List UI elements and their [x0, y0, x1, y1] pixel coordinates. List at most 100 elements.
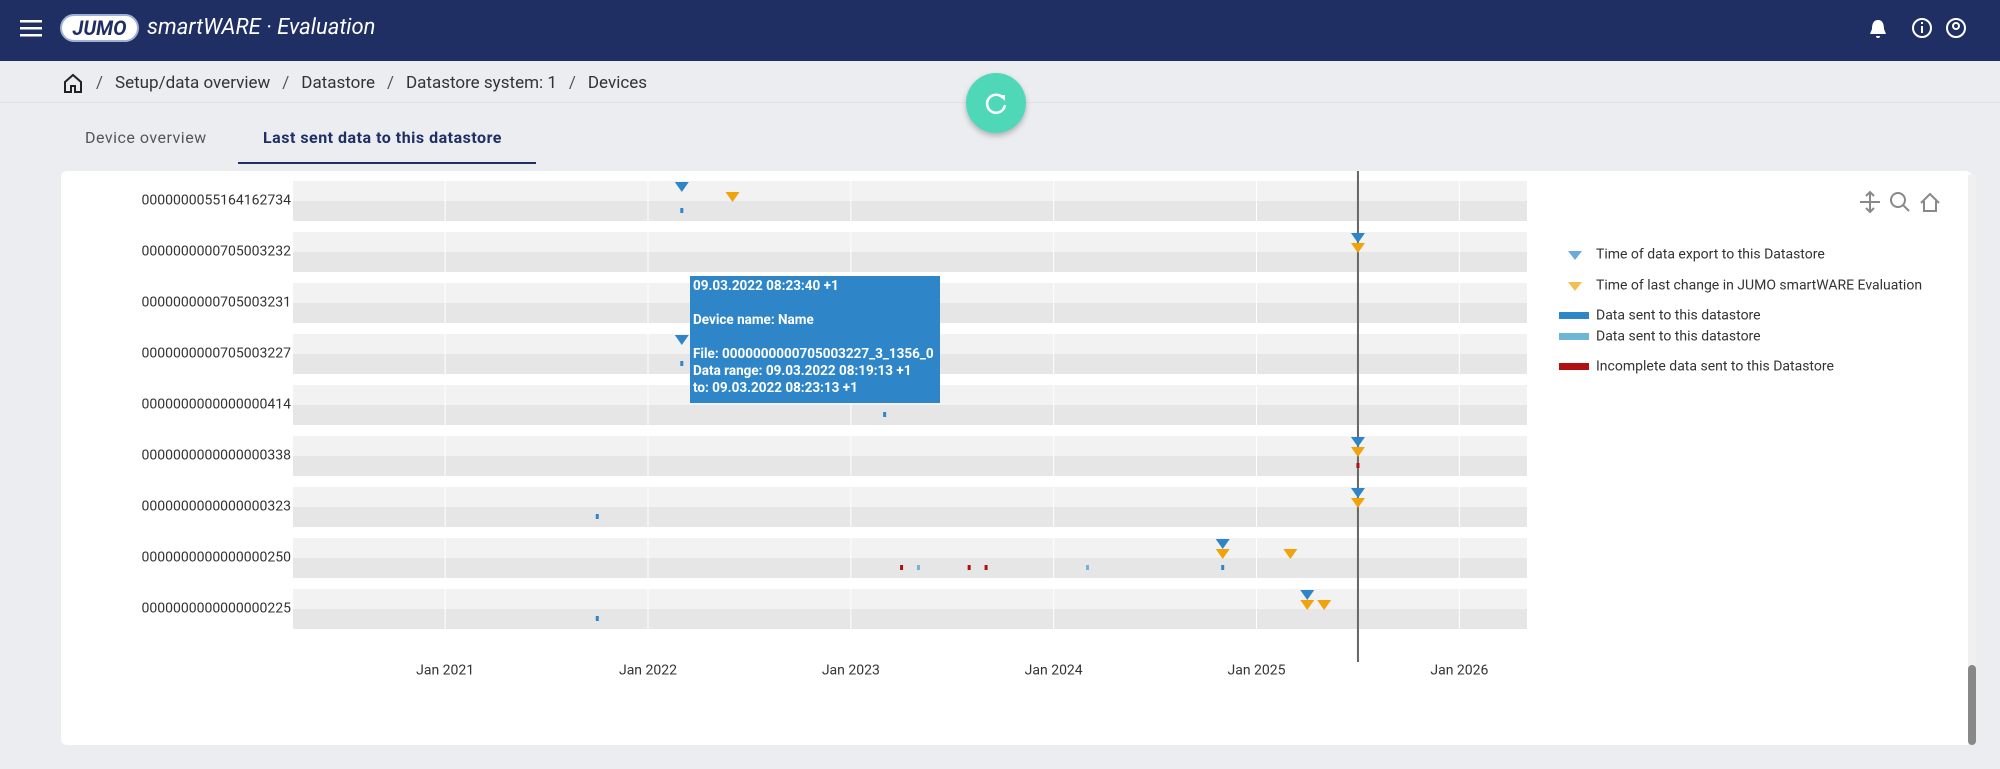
marker	[725, 192, 740, 202]
row-band	[293, 558, 1527, 578]
separator: /	[282, 73, 290, 93]
row-band	[293, 507, 1527, 527]
refresh-button[interactable]	[966, 73, 1026, 133]
row-band	[293, 589, 1527, 609]
tooltip-line: Device name: Name	[693, 312, 814, 328]
marker	[674, 335, 689, 345]
tooltip-line: to: 09.03.2022 08:23:13 +1	[693, 380, 858, 396]
row-band	[293, 252, 1527, 272]
y-tick-label: 0000000000000000338	[142, 448, 292, 464]
breadcrumb-item[interactable]: Setup/data overview	[115, 73, 271, 93]
legend-label: Data sent to this datastore	[1596, 329, 1761, 345]
y-tick-label: 0000000000000000250	[142, 550, 292, 566]
x-tick-label: Jan 2024	[1025, 663, 1083, 679]
data-segment	[984, 565, 988, 570]
row-band	[293, 609, 1527, 629]
data-segment	[916, 565, 920, 570]
legend-label: Data sent to this datastore	[1596, 308, 1761, 324]
legend-symbol	[1559, 363, 1589, 370]
y-tick-label: 0000000000705003227	[142, 346, 292, 362]
row-band	[293, 405, 1527, 425]
header-icons	[1870, 18, 1966, 38]
zoom-icon[interactable]	[1890, 192, 1906, 208]
tooltip-line: 09.03.2022 08:23:40 +1	[693, 278, 839, 294]
scrollbar[interactable]	[1968, 175, 1976, 745]
data-segment	[680, 361, 684, 366]
marker	[1300, 600, 1315, 610]
notification-icon[interactable]	[1870, 20, 1886, 38]
data-segment	[1356, 463, 1360, 468]
marker	[1215, 549, 1230, 559]
marker	[1350, 243, 1365, 253]
tab-active[interactable]: Last sent data to this datastore	[263, 128, 502, 147]
data-segment	[595, 616, 599, 621]
legend-label: Time of data export to this Datastore	[1596, 247, 1825, 263]
y-tick-label: 0000000000000000225	[142, 601, 292, 617]
marker	[1350, 437, 1365, 447]
legend-symbol	[1559, 333, 1589, 340]
pan-icon[interactable]	[1860, 190, 1880, 214]
breadcrumb-item[interactable]: Datastore system: 1	[406, 73, 557, 93]
row-band	[293, 181, 1527, 201]
app-title: smartWARE · Evaluation	[147, 15, 376, 40]
tooltip: 09.03.2022 08:23:40 +1 Device name: Name F…	[690, 276, 940, 403]
y-tick-label: 0000000000705003231	[142, 295, 292, 311]
legend-symbol	[1568, 251, 1582, 260]
marker	[1350, 498, 1365, 508]
separator: /	[386, 73, 394, 93]
logo: JUMO	[60, 14, 139, 42]
x-tick-label: Jan 2021	[416, 663, 474, 679]
data-segment	[595, 514, 599, 519]
marker	[1300, 590, 1315, 600]
breadcrumb: / Setup/data overview / Datastore / Datastore…	[62, 70, 647, 96]
legend: Time of data export to this Datastore Tim…	[1559, 247, 1922, 375]
account-icon[interactable]	[1946, 18, 1966, 38]
menu-icon[interactable]	[20, 19, 42, 37]
x-tick-label: Jan 2023	[822, 663, 880, 679]
y-tick-label: 0000000000000000414	[142, 397, 292, 413]
home-icon[interactable]	[62, 72, 84, 94]
legend-symbol	[1559, 312, 1589, 319]
x-tick-label: Jan 2025	[1228, 663, 1286, 679]
data-segment	[680, 208, 684, 213]
data-segment	[900, 565, 904, 570]
legend-label: Incomplete data sent to this Datastore	[1596, 359, 1834, 375]
data-segment	[1221, 565, 1225, 570]
row-band	[293, 538, 1527, 558]
marker	[1350, 447, 1365, 457]
modebar	[1860, 190, 1940, 214]
marker	[674, 182, 689, 192]
info-icon[interactable]	[1912, 18, 1932, 38]
marker	[1350, 233, 1365, 243]
row-band	[293, 487, 1527, 507]
tab[interactable]: Device overview	[85, 128, 207, 147]
y-tick-label: 0000000055164162734	[142, 193, 292, 209]
y-tick-label: 0000000000705003232	[142, 244, 292, 260]
app-header: JUMO smartWARE · Evaluation	[0, 0, 2000, 61]
legend-symbol	[1568, 282, 1582, 291]
row-band	[293, 201, 1527, 221]
tooltip-line: Data range: 09.03.2022 08:19:13 +1	[693, 363, 912, 379]
data-segment	[1085, 565, 1089, 570]
marker	[1350, 488, 1365, 498]
separator: /	[568, 73, 576, 93]
y-tick-label: 0000000000000000323	[142, 499, 292, 515]
breadcrumb-item[interactable]: Devices	[587, 73, 648, 93]
marker	[1317, 600, 1332, 610]
marker	[1215, 539, 1230, 549]
scrollbar-thumb[interactable]	[1968, 665, 1976, 745]
plot-area: 0000000055164162734 0000000000705003232 00…	[142, 181, 1527, 679]
marker	[1283, 549, 1298, 559]
x-tick-label: Jan 2026	[1430, 663, 1488, 679]
separator: /	[96, 73, 104, 93]
legend-label: Time of last change in JUMO smartWARE Ev…	[1596, 278, 1922, 294]
x-tick-label: Jan 2022	[619, 663, 677, 679]
row-band	[293, 436, 1527, 456]
data-segment	[967, 565, 971, 570]
breadcrumb-item[interactable]: Datastore	[301, 73, 375, 93]
data-segment	[883, 412, 887, 417]
row-band	[293, 232, 1527, 252]
reset-icon[interactable]	[1920, 192, 1940, 212]
